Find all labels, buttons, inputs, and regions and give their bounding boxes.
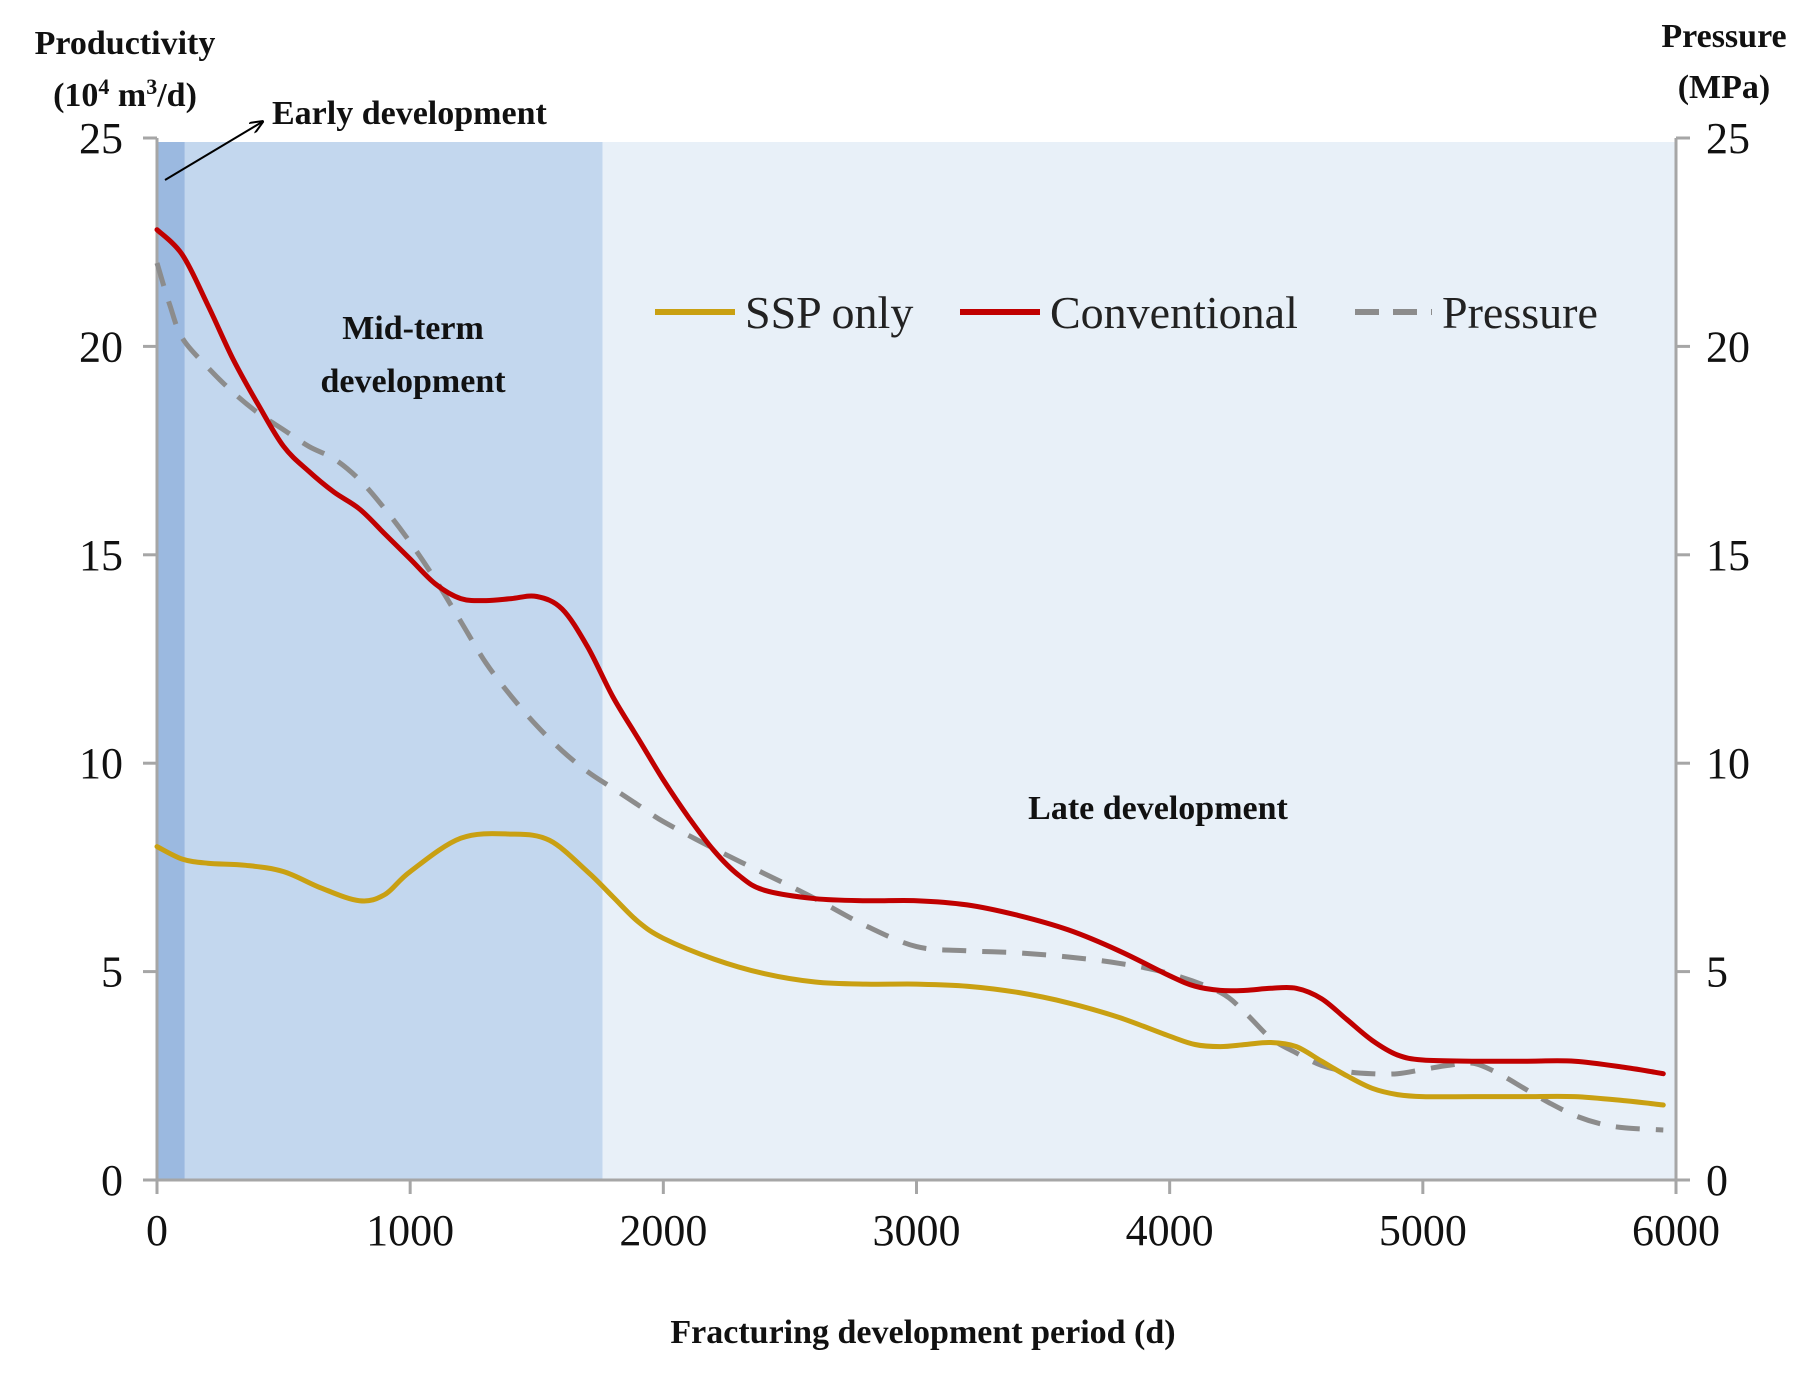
legend: SSP only Conventional Pressure: [655, 287, 1598, 338]
development-regions: [157, 142, 1677, 1180]
y-left-tick-label-15: 15: [79, 531, 123, 580]
early-development-arrow: [164, 122, 262, 181]
x-tick-label-3000: 3000: [873, 1206, 961, 1255]
y-right-tick-label-5: 5: [1706, 948, 1728, 997]
y-right-tick-label-25: 25: [1706, 114, 1750, 163]
series-line-ssp-only: [154, 831, 1666, 1108]
series-lines: [154, 227, 1666, 1133]
y-left-tick-label-25: 25: [79, 114, 123, 163]
region-mid: [184, 142, 603, 1180]
x-axis-title: Fracturing development period (d): [670, 1314, 1175, 1351]
region-late: [602, 142, 1677, 1180]
y-right-tick-label-0: 0: [1706, 1156, 1728, 1205]
x-tick-label-2000: 2000: [619, 1206, 707, 1255]
y-left-tick-label-20: 20: [79, 322, 123, 371]
x-tick-label-6000: 6000: [1632, 1206, 1720, 1255]
left-axis-title-line1: Productivity: [35, 25, 216, 62]
legend-label-conventional: Conventional: [1050, 287, 1298, 338]
y-left-tick-label-5: 5: [101, 948, 123, 997]
left-axis-title-line2: (104 m3/d): [53, 74, 197, 115]
x-tick-label-4000: 4000: [1126, 1206, 1214, 1255]
mid-term-label-line2: development: [320, 363, 506, 400]
y-left-tick-label-10: 10: [79, 739, 123, 788]
y-left-tick-label-0: 0: [101, 1156, 123, 1205]
series-line-conventional: [154, 227, 1666, 1077]
legend-label-ssp-only: SSP only: [745, 287, 913, 338]
legend-label-pressure: Pressure: [1442, 287, 1598, 338]
right-axis-title-line2: (MPa): [1678, 69, 1771, 106]
y-right-tick-label-10: 10: [1706, 739, 1750, 788]
right-axis-title-line1: Pressure: [1661, 18, 1786, 55]
axes: 0 5 10 15 20 25 0 5 10 15 20 25 0 1000 2000 3000 4000 500…: [79, 114, 1750, 1255]
y-right-tick-label-20: 20: [1706, 322, 1750, 371]
mid-term-label-line1: Mid-term: [342, 310, 484, 347]
region-early: [157, 142, 185, 1180]
x-tick-label-5000: 5000: [1379, 1206, 1467, 1255]
y-right-tick-label-15: 15: [1706, 531, 1750, 580]
late-development-label: Late development: [1028, 790, 1288, 827]
x-tick-label-0: 0: [146, 1206, 168, 1255]
series-line-pressure: [154, 262, 1664, 1133]
x-tick-label-1000: 1000: [366, 1206, 454, 1255]
early-development-label: Early development: [272, 95, 547, 132]
